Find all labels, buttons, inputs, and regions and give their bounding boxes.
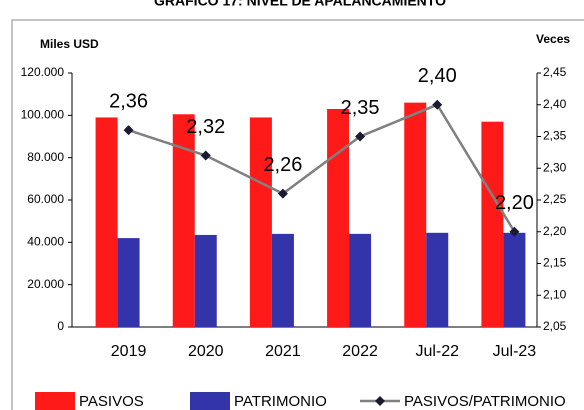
- y2-tick-label: 2,10: [543, 287, 567, 301]
- x-tick-label: 2019: [111, 343, 147, 360]
- value-label: 2,40: [418, 65, 457, 87]
- bar: [426, 232, 449, 327]
- x-tick-label: 2020: [188, 343, 224, 360]
- marker: [277, 188, 288, 199]
- bar: [172, 114, 195, 328]
- chart-border: [11, 19, 584, 410]
- bar: [117, 238, 140, 327]
- legend-marker: [375, 396, 385, 406]
- marker: [509, 226, 520, 237]
- value-label: 2,32: [186, 116, 225, 138]
- y-tick-label: 0: [57, 319, 64, 333]
- value-label: 2,20: [495, 192, 534, 214]
- legend-swatch: [35, 392, 75, 410]
- marker: [432, 99, 443, 110]
- x-tick-label: 2021: [265, 343, 301, 360]
- legend-label: PASIVOS/PATRIMONIO: [404, 393, 566, 410]
- bar: [503, 232, 526, 327]
- value-label: 2,26: [263, 154, 302, 176]
- legend-swatch: [190, 392, 230, 410]
- marker: [200, 150, 211, 161]
- y-tick-label: 40.000: [27, 235, 64, 249]
- bar: [95, 117, 118, 327]
- y2-tick-label: 2,05: [543, 319, 567, 333]
- y2-tick-label: 2,15: [543, 256, 567, 270]
- bar: [249, 117, 272, 327]
- y-axis-label: Miles USD: [40, 37, 99, 51]
- y-tick-label: 60.000: [27, 192, 64, 206]
- y-tick-label: 80.000: [27, 150, 64, 164]
- legend-label: PASIVOS: [79, 393, 144, 410]
- y2-tick-label: 2,30: [543, 160, 567, 174]
- y-tick-label: 120.000: [21, 65, 65, 79]
- value-label: 2,36: [109, 90, 148, 112]
- bar: [481, 121, 504, 327]
- y2-tick-label: 2,35: [543, 129, 567, 143]
- y2-axis-label: Veces: [536, 32, 570, 46]
- bar: [349, 233, 372, 327]
- x-tick-label: Jul-23: [493, 343, 537, 360]
- line: [128, 103, 516, 233]
- y-tick-label: 100.000: [21, 108, 65, 122]
- bar: [404, 102, 427, 327]
- chart-title: GRÁFICO 17: NIVEL DE APALANCAMIENTO: [154, 0, 446, 9]
- y-tick-label: 20.000: [27, 277, 64, 291]
- x-tick-label: 2022: [342, 343, 378, 360]
- bar: [271, 233, 294, 327]
- legend-label: PATRIMONIO: [234, 393, 327, 410]
- marker: [355, 131, 366, 142]
- y2-tick-label: 2,40: [543, 97, 567, 111]
- marker: [123, 125, 134, 136]
- value-label: 2,35: [341, 97, 380, 119]
- y2-tick-label: 2,45: [543, 65, 567, 79]
- y2-tick-label: 2,20: [543, 224, 567, 238]
- bar: [194, 234, 217, 327]
- y2-tick-label: 2,25: [543, 192, 567, 206]
- bar: [327, 108, 350, 327]
- x-tick-label: Jul-22: [415, 343, 459, 360]
